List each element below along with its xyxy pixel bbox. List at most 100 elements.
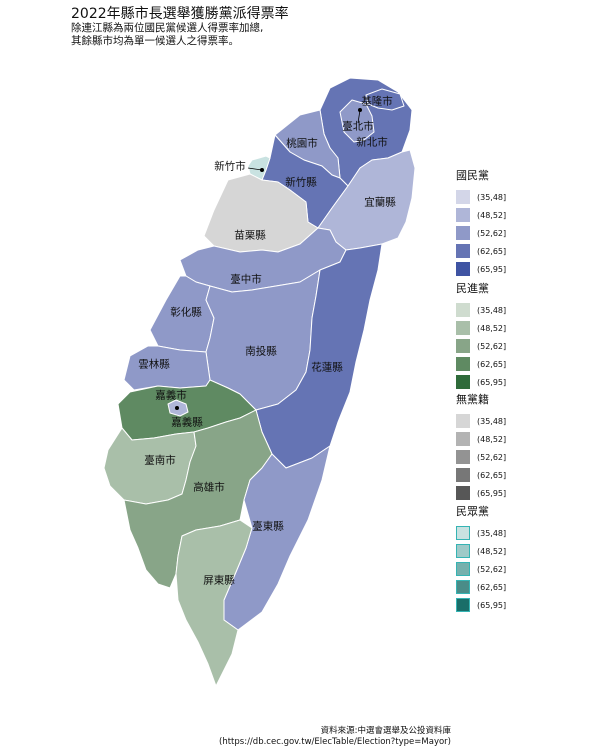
legend-row: (65,95] <box>456 484 506 502</box>
legend-row: (48,52] <box>456 206 506 224</box>
legend-swatch <box>456 580 470 594</box>
source-note: 資料來源:中選會選舉及公投資料庫 (https://db.cec.gov.tw/… <box>219 726 451 748</box>
legend-label: (35,48] <box>477 192 507 202</box>
county-屏東縣[interactable] <box>175 519 253 687</box>
label-新竹市: 新竹市 <box>214 160 246 173</box>
legend-title: 民眾黨 <box>456 505 489 518</box>
legend-row: (52,62] <box>456 560 506 578</box>
legend-title: 國民黨 <box>456 169 489 182</box>
legend-label: (65,95] <box>477 488 507 498</box>
legend-label: (62,65] <box>477 582 507 592</box>
legend-row: (62,65] <box>456 466 506 484</box>
legend-swatch <box>456 190 470 204</box>
legend-label: (35,48] <box>477 416 507 426</box>
legend-swatch <box>456 598 470 612</box>
label-臺中市: 臺中市 <box>230 273 262 286</box>
legend-row: (35,48] <box>456 412 506 430</box>
legend-row: (65,95] <box>456 373 506 391</box>
legend-row: (62,65] <box>456 242 506 260</box>
label-臺北市: 臺北市 <box>342 120 374 133</box>
label-新北市: 新北市 <box>356 136 388 149</box>
source-line-1: 資料來源:中選會選舉及公投資料庫 <box>320 726 451 736</box>
label-嘉義縣: 嘉義縣 <box>171 416 203 429</box>
legend-row: (62,65] <box>456 355 506 373</box>
legend-label: (52,62] <box>477 564 507 574</box>
legend-swatch <box>456 562 470 576</box>
county-基隆市[interactable] <box>365 88 405 111</box>
subtitle-line-2: 其餘縣市均為單一候選人之得票率。 <box>71 35 239 47</box>
legend-swatch <box>456 208 470 222</box>
label-花蓮縣: 花蓮縣 <box>311 361 343 374</box>
source-line-2: (https://db.cec.gov.tw/ElecTable/Electio… <box>219 737 451 747</box>
label-新竹縣: 新竹縣 <box>285 176 317 189</box>
legend-swatch <box>456 375 470 389</box>
legend-row: (52,62] <box>456 224 506 242</box>
legend-kmt: 國民黨 (35,48] (48,52] (52,62] (62,65] (65,… <box>456 167 506 278</box>
legend-row: (65,95] <box>456 596 506 614</box>
legend-label: (65,95] <box>477 377 507 387</box>
legend-row: (62,65] <box>456 578 506 596</box>
legend-row: (48,52] <box>456 430 506 448</box>
legend-row: (35,48] <box>456 301 506 319</box>
legend-row: (52,62] <box>456 337 506 355</box>
legend-dpp: 民進黨 (35,48] (48,52] (52,62] (62,65] (65,… <box>456 280 506 391</box>
legend-label: (52,62] <box>477 228 507 238</box>
legend-swatch <box>456 450 470 464</box>
legend-label: (62,65] <box>477 246 507 256</box>
label-雲林縣: 雲林縣 <box>138 358 170 371</box>
legend-row: (48,52] <box>456 319 506 337</box>
legend-swatch <box>456 244 470 258</box>
legend-title: 民進黨 <box>456 282 489 295</box>
label-基隆市: 基隆市 <box>361 95 393 108</box>
legend-tpp: 民眾黨 (35,48] (48,52] (52,62] (62,65] (65,… <box>456 503 506 614</box>
legend-swatch <box>456 486 470 500</box>
label-苗栗縣: 苗栗縣 <box>234 229 266 242</box>
label-彰化縣: 彰化縣 <box>170 306 202 319</box>
legend-label: (62,65] <box>477 359 507 369</box>
legend-label: (65,95] <box>477 264 507 274</box>
legend-swatch <box>456 339 470 353</box>
label-屏東縣: 屏東縣 <box>203 574 235 587</box>
label-南投縣: 南投縣 <box>245 345 277 358</box>
legend-title: 無黨籍 <box>456 393 489 406</box>
legend-swatch <box>456 303 470 317</box>
label-臺南市: 臺南市 <box>144 454 176 467</box>
label-臺東縣: 臺東縣 <box>252 520 284 533</box>
label-嘉義市: 嘉義市 <box>155 389 187 402</box>
county-新竹市[interactable] <box>247 155 271 181</box>
legend-row: (48,52] <box>456 542 506 560</box>
legend-swatch <box>456 357 470 371</box>
legend-swatch <box>456 321 470 335</box>
legend-swatch <box>456 414 470 428</box>
legend-row: (52,62] <box>456 448 506 466</box>
legend-row: (35,48] <box>456 524 506 542</box>
legend-label: (48,52] <box>477 323 507 333</box>
legend-swatch <box>456 468 470 482</box>
legend-independent: 無黨籍 (35,48] (48,52] (52,62] (62,65] (65,… <box>456 391 506 502</box>
legend-label: (52,62] <box>477 341 507 351</box>
legend-label: (52,62] <box>477 452 507 462</box>
legend-label: (62,65] <box>477 470 507 480</box>
legend-label: (35,48] <box>477 305 507 315</box>
legend-swatch <box>456 526 470 540</box>
legend-swatch <box>456 432 470 446</box>
legend-row: (65,95] <box>456 260 506 278</box>
legend-label: (35,48] <box>477 528 507 538</box>
leader-臺北市 <box>357 109 361 124</box>
marker-嘉義市 <box>175 406 179 410</box>
label-高雄市: 高雄市 <box>193 481 225 494</box>
leader-新竹市 <box>247 167 263 171</box>
county-臺北市[interactable] <box>339 99 375 143</box>
label-桃園市: 桃園市 <box>286 137 318 150</box>
legend-label: (48,52] <box>477 546 507 556</box>
legend-swatch <box>456 226 470 240</box>
legend-label: (65,95] <box>477 600 507 610</box>
map-title: 2022年縣市長選舉獲勝黨派得票率 <box>71 6 289 22</box>
label-宜蘭縣: 宜蘭縣 <box>364 196 396 209</box>
legend-swatch <box>456 544 470 558</box>
subtitle-line-1: 除連江縣為兩位國民黨候選人得票率加總, <box>71 22 264 34</box>
legend-swatch <box>456 262 470 276</box>
legend-label: (48,52] <box>477 210 507 220</box>
legend-row: (35,48] <box>456 188 506 206</box>
